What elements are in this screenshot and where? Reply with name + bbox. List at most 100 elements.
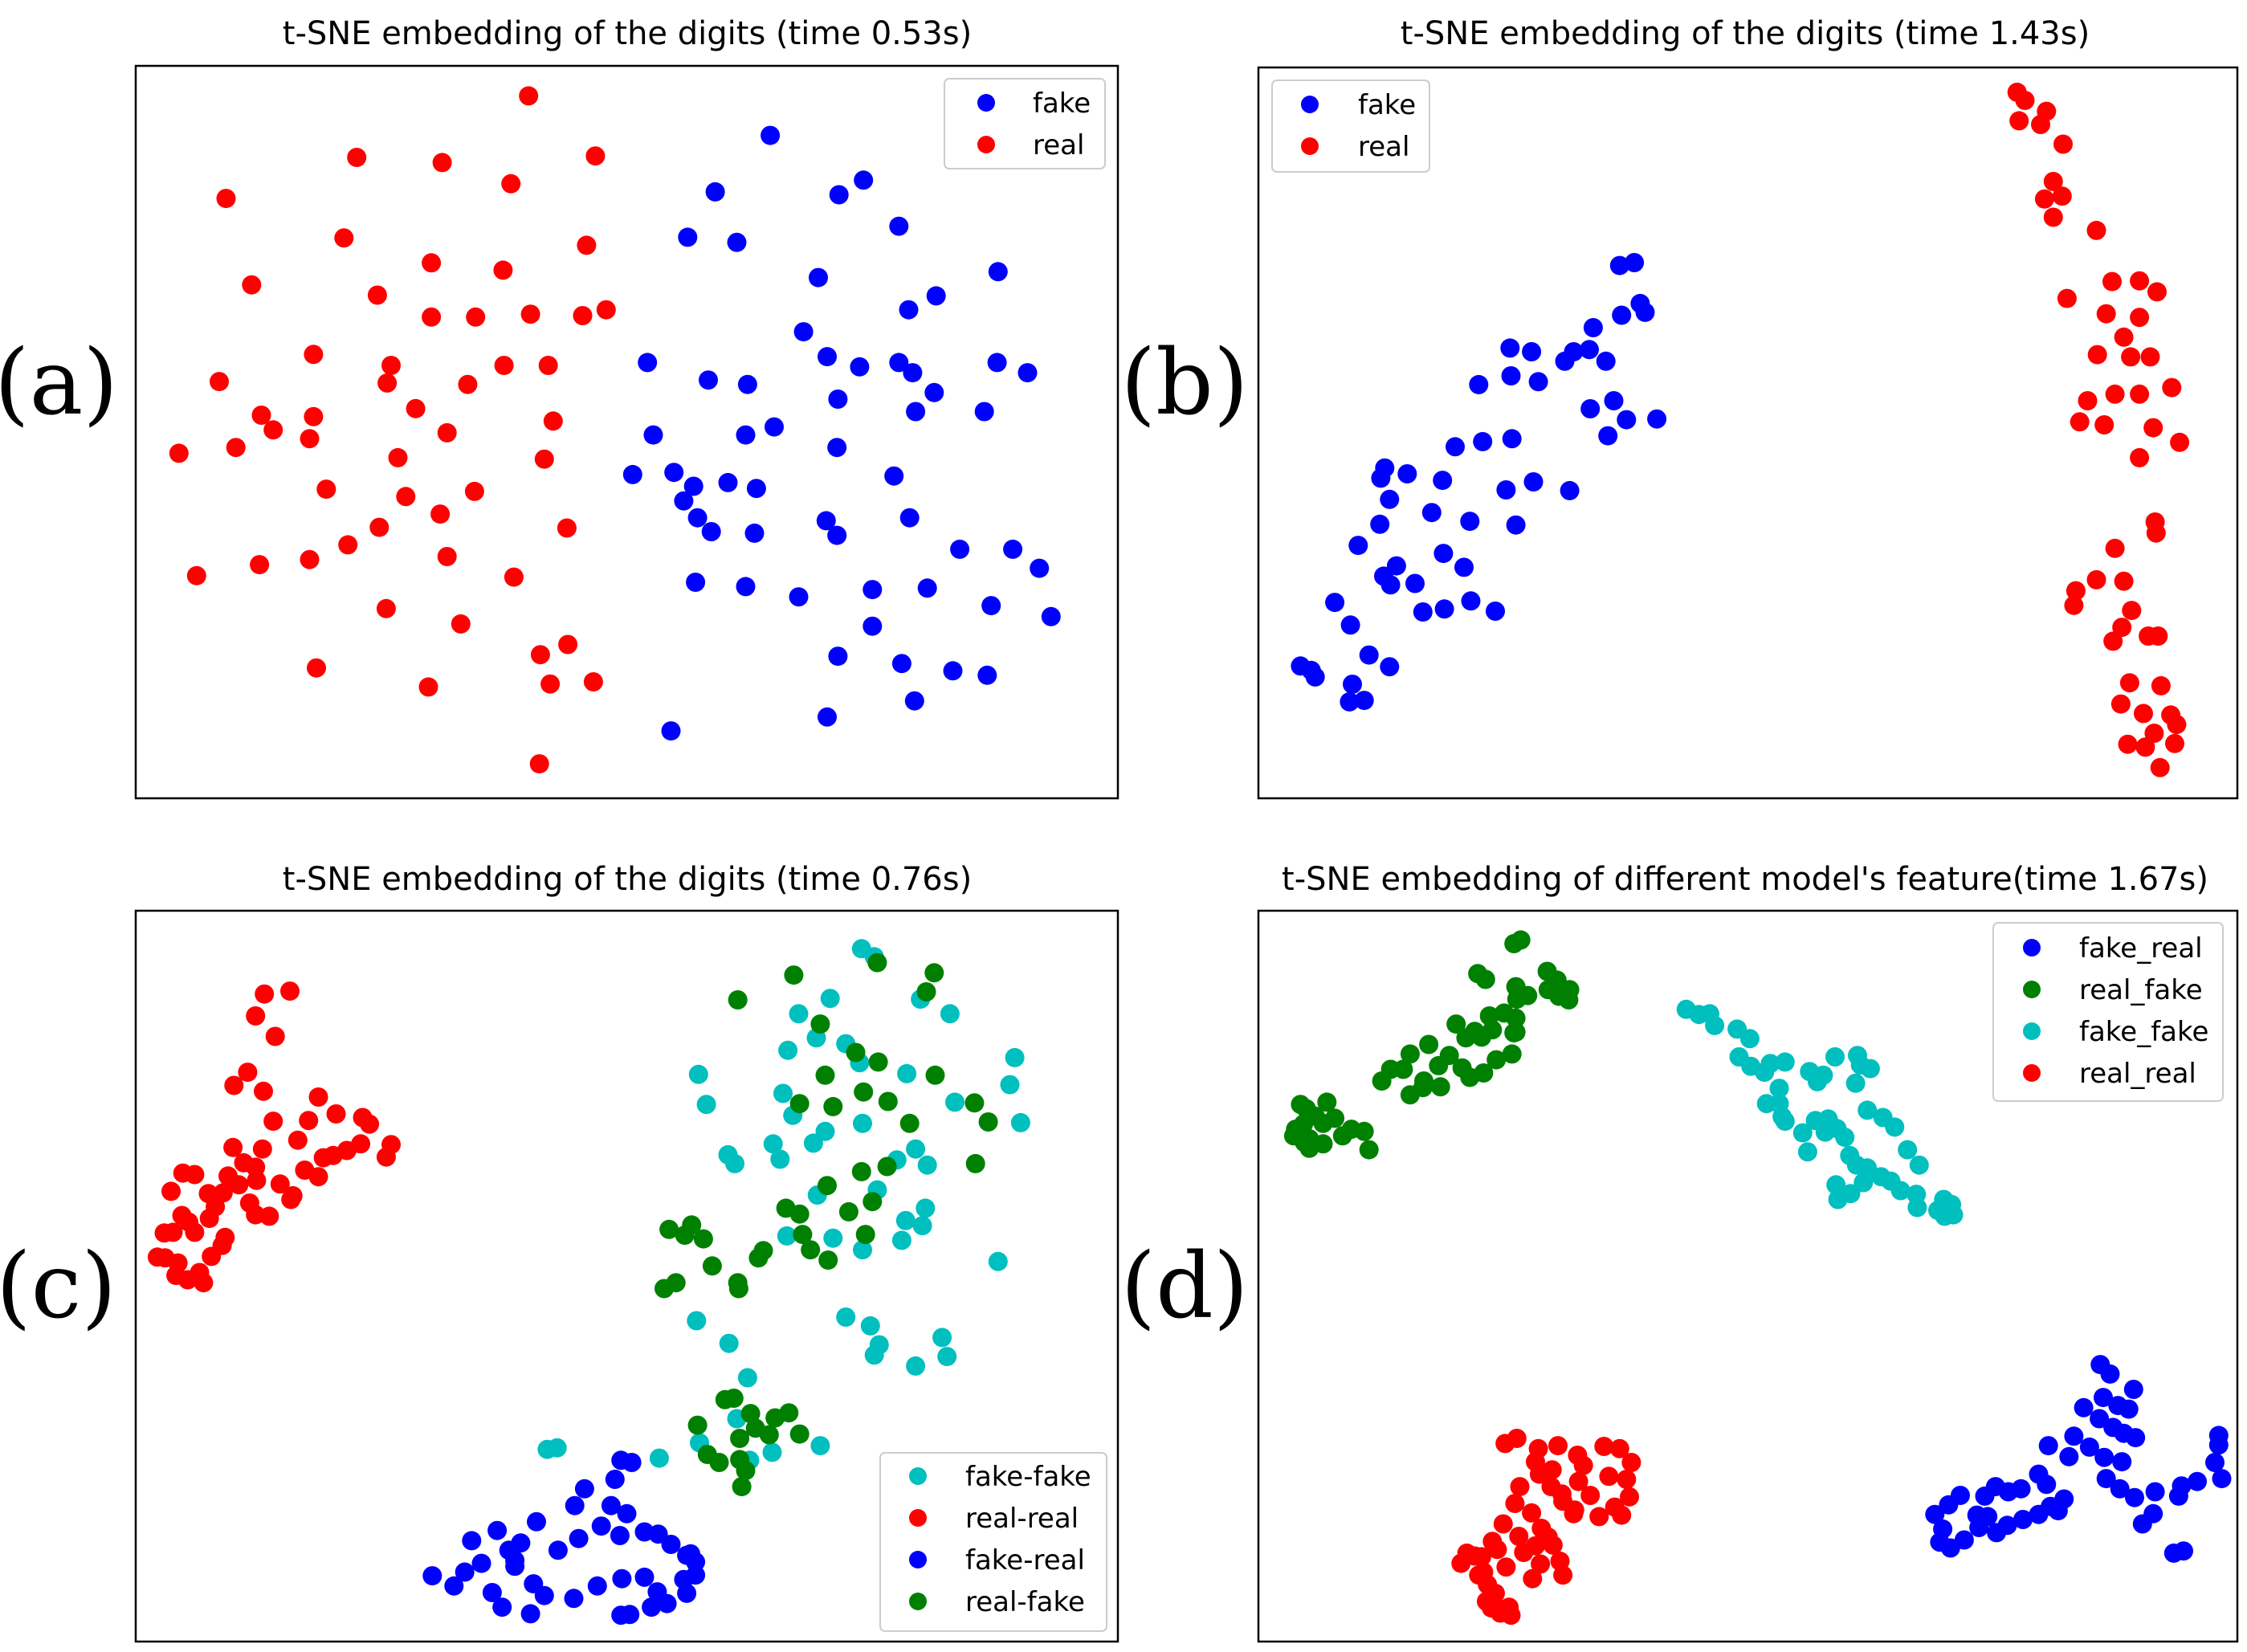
point-real	[304, 406, 324, 426]
point-fake-fake	[1797, 1142, 1817, 1162]
point-fake	[638, 353, 658, 373]
point-fake	[1555, 351, 1575, 371]
point-fake-real	[2145, 1482, 2165, 1502]
point-real	[2165, 733, 2184, 753]
point-fake-fake	[649, 1448, 669, 1468]
point-real-real	[1531, 1519, 1552, 1538]
point-real-fake	[740, 1404, 761, 1424]
point-fake	[974, 402, 994, 422]
point-fake	[1523, 472, 1544, 492]
point-real-fake	[925, 1065, 945, 1085]
point-fake-real	[2205, 1453, 2225, 1472]
point-real-real	[1543, 1535, 1563, 1555]
point-fake	[1325, 593, 1345, 613]
point-fake	[818, 347, 837, 367]
point-fake-fake	[547, 1438, 567, 1458]
point-real-fake	[878, 1091, 898, 1112]
point-fake-real	[620, 1605, 640, 1625]
point-real-fake	[855, 1225, 875, 1245]
legend-label-real: real	[1033, 129, 1084, 161]
point-fake-real	[422, 1566, 442, 1586]
point-fake	[854, 170, 874, 190]
point-real	[2119, 673, 2139, 693]
point-fake	[828, 390, 848, 409]
point-real-real	[246, 1006, 266, 1026]
point-real-real	[381, 1135, 401, 1155]
point-fake-fake	[696, 1095, 716, 1115]
point-fake	[917, 578, 937, 598]
point-real	[2143, 418, 2163, 438]
point-real-real	[353, 1107, 373, 1128]
point-real	[2167, 715, 2187, 735]
point-real	[458, 374, 478, 394]
point-real-fake	[702, 1256, 722, 1276]
point-real	[376, 598, 396, 618]
point-fake-real	[591, 1516, 611, 1536]
point-real	[2114, 571, 2134, 591]
point-fake-fake	[1005, 1047, 1025, 1067]
point-real-real	[1509, 1527, 1529, 1546]
point-real-real	[1493, 1514, 1513, 1534]
legend-label-fake-real: fake_real	[2079, 932, 2203, 965]
point-fake	[661, 721, 681, 741]
point-real-fake	[728, 1279, 748, 1299]
point-fake-fake	[810, 1436, 830, 1456]
point-fake-fake	[1845, 1073, 1866, 1093]
point-real-fake	[1325, 1108, 1345, 1128]
point-fake-real	[2090, 1409, 2110, 1429]
point-real	[2118, 734, 2138, 754]
legend-marker-fake	[1301, 96, 1319, 113]
point-fake	[1433, 544, 1454, 564]
point-real-real	[263, 1112, 283, 1132]
point-fake	[1421, 503, 1442, 523]
point-real-real	[247, 1170, 267, 1190]
legend-marker-fake-real	[909, 1551, 927, 1568]
point-real	[2105, 538, 2125, 558]
point-real	[304, 345, 324, 365]
point-fake-fake	[823, 1228, 843, 1248]
point-fake-real	[1997, 1515, 2017, 1536]
legend-label-real-fake: real_fake	[2079, 974, 2203, 1006]
point-real-real	[168, 1253, 188, 1273]
point-fake-real	[462, 1531, 482, 1551]
panel-label-a: (a)	[0, 331, 118, 435]
point-real-fake	[823, 1096, 843, 1116]
point-fake-real	[617, 1503, 637, 1524]
point-fake	[818, 707, 837, 727]
point-real-real	[326, 1104, 346, 1124]
point-real	[2140, 347, 2160, 367]
point-real-fake	[1504, 1023, 1524, 1042]
point-fake-real	[2059, 1446, 2079, 1466]
point-fake	[889, 216, 909, 236]
point-real-real	[202, 1246, 222, 1267]
point-fake-fake	[912, 1216, 932, 1236]
point-fake	[1609, 255, 1629, 275]
point-fake-fake	[897, 1063, 917, 1083]
point-fake	[1380, 575, 1401, 595]
point-real-real	[254, 1081, 273, 1101]
point-real-real	[1580, 1486, 1601, 1505]
point-real	[573, 306, 593, 325]
legend-marker-real-real	[909, 1509, 927, 1527]
point-real-fake	[1359, 1140, 1379, 1160]
point-real-real	[1564, 1500, 1584, 1520]
legend-d: fake_real real_fake fake_fake real_real	[1992, 922, 2224, 1102]
point-real	[2070, 412, 2090, 432]
point-fake	[850, 357, 870, 377]
point-real-fake	[818, 1250, 838, 1270]
legend-marker-real-fake	[909, 1593, 927, 1610]
point-fake-real	[455, 1562, 475, 1582]
point-real-fake	[1495, 1003, 1514, 1023]
point-fake	[1625, 253, 1645, 272]
point-real-real	[1499, 1597, 1519, 1617]
point-real	[2052, 186, 2072, 206]
point-real-fake	[728, 990, 748, 1010]
point-real	[2148, 626, 2168, 646]
point-fake	[1397, 464, 1417, 483]
point-fake	[1003, 539, 1023, 559]
point-fake-real	[647, 1582, 667, 1602]
point-fake	[926, 286, 946, 306]
point-fake-real	[610, 1526, 630, 1545]
panel-label-b: (b)	[1120, 331, 1248, 435]
point-real-real	[1526, 1452, 1545, 1472]
